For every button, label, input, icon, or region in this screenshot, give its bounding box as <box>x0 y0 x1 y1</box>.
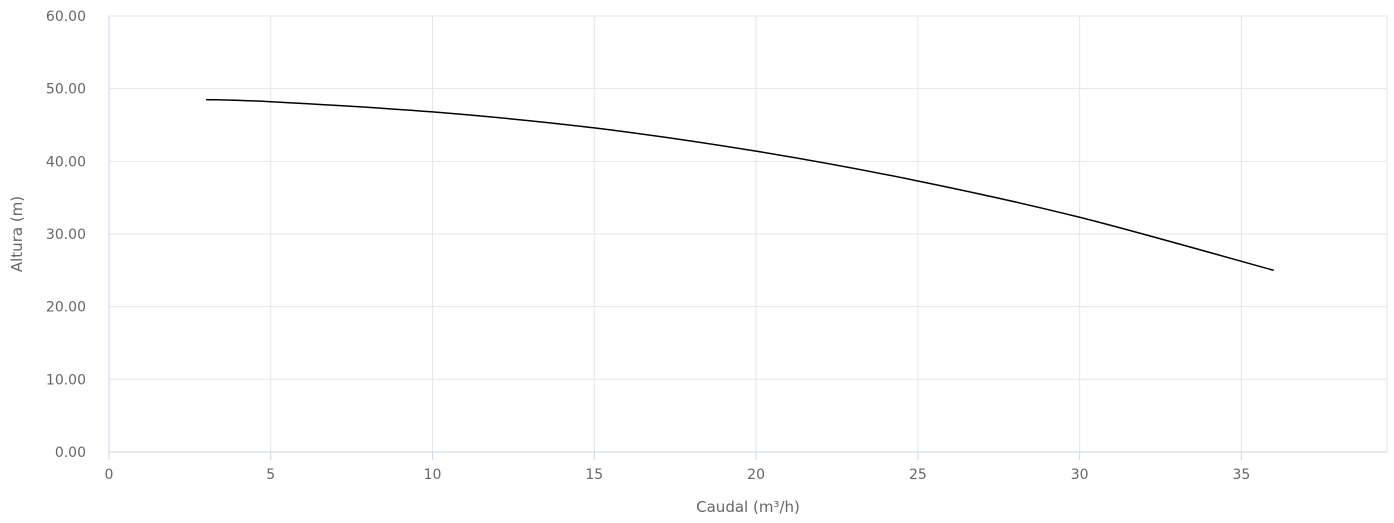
y-tick-label: 10.00 <box>46 372 86 388</box>
x-tick-label: 15 <box>585 467 603 483</box>
axes <box>108 16 1387 460</box>
x-tick-label: 5 <box>266 467 275 483</box>
x-tick-label: 35 <box>1232 467 1250 483</box>
x-tick-label: 30 <box>1071 467 1089 483</box>
y-tick-label: 50.00 <box>46 82 86 98</box>
x-axis-title: Caudal (m³/h) <box>696 498 800 516</box>
x-tick-label: 0 <box>105 467 114 483</box>
y-axis-title: Altura (m) <box>8 196 26 272</box>
series-line <box>206 98 1274 272</box>
series <box>206 98 1274 272</box>
y-tick-label: 20.00 <box>46 300 86 316</box>
y-tick-label: 60.00 <box>46 9 86 25</box>
tick-labels: 0.00 10.00 20.00 30.00 40.00 50.00 60.00 0 5 10 15… <box>46 9 1250 483</box>
x-tick-label: 25 <box>909 467 927 483</box>
x-tick-label: 20 <box>747 467 765 483</box>
y-tick-label: 30.00 <box>46 227 86 243</box>
y-tick-label: 0.00 <box>55 445 86 461</box>
x-tick-label: 10 <box>424 467 442 483</box>
y-tick-label: 40.00 <box>46 154 86 170</box>
grid <box>109 15 1388 452</box>
